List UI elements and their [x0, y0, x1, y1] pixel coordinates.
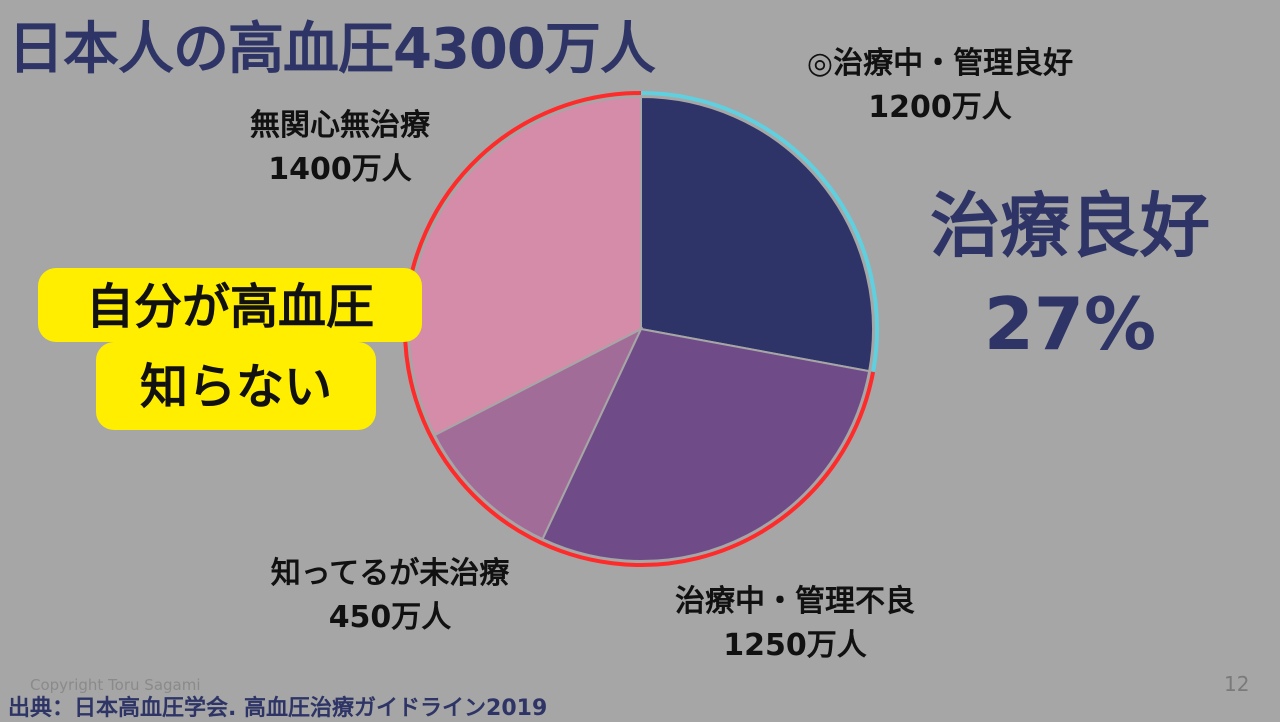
slice-treated-good: [640, 95, 874, 373]
slice-aware-untreated: [433, 326, 644, 541]
callout-box-bottom: [96, 342, 376, 430]
label-untreated-unaware: 無関心無治療 1400万人: [210, 104, 470, 192]
good-rate-panel: 治療良好 27%: [900, 178, 1240, 374]
label-treated-poor-value: 1250万人: [723, 628, 867, 663]
callout-line-1: 自分が高血圧: [85, 279, 374, 335]
callout-line-2: 知らない: [139, 359, 332, 415]
page-title: 日本人の高血圧4300万人: [8, 17, 656, 82]
outline-good: [640, 91, 879, 373]
label-aware-untreated-name: 知ってるが未治療: [270, 556, 510, 591]
callout-box-top: [38, 268, 422, 342]
page-number: 12: [1224, 672, 1250, 696]
label-treated-poor: 治療中・管理不良 1250万人: [630, 580, 960, 668]
copyright-text: Copyright Toru Sagami: [30, 676, 201, 694]
source-citation: 出典：日本高血圧学会. 高血圧治療ガイドライン2019: [8, 696, 548, 721]
outline-others: [403, 91, 876, 567]
slice-untreated-unaware: [408, 95, 642, 437]
slice-treated-poor: [541, 327, 871, 562]
label-aware-untreated: 知ってるが未治療 450万人: [230, 552, 550, 640]
label-untreated-unaware-value: 1400万人: [268, 152, 412, 187]
label-treated-good-value: 1200万人: [868, 90, 1012, 125]
label-treated-poor-name: 治療中・管理不良: [675, 584, 915, 619]
good-rate-label: 治療良好: [930, 185, 1210, 267]
good-rate-value: 27%: [983, 282, 1157, 366]
label-treated-good-name: ◎治療中・管理良好: [806, 46, 1074, 81]
label-aware-untreated-value: 450万人: [328, 600, 452, 635]
label-untreated-unaware-name: 無関心無治療: [250, 108, 430, 143]
label-treated-good: ◎治療中・管理良好 1200万人: [780, 42, 1100, 130]
